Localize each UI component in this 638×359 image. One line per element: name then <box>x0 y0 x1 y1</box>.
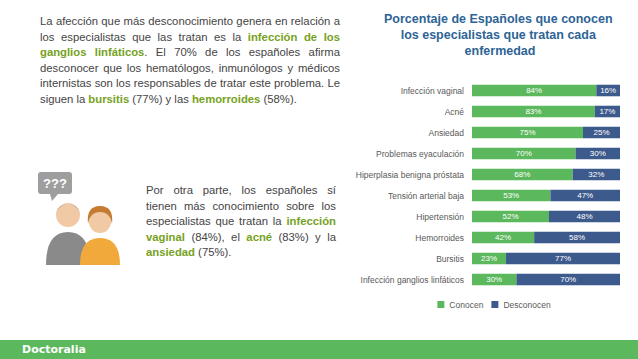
svg-text:70%: 70% <box>516 149 532 158</box>
svg-text:Bursitis: Bursitis <box>436 254 464 264</box>
svg-text:Infección ganglios linfáticos: Infección ganglios linfáticos <box>361 275 464 285</box>
svg-text:Hiperplasia benigna próstata: Hiperplasia benigna próstata <box>356 170 464 180</box>
svg-text:58%: 58% <box>569 233 585 242</box>
svg-text:84%: 84% <box>526 86 542 95</box>
svg-text:Infección vaginal: Infección vaginal <box>401 86 464 96</box>
svg-text:Ansiedad: Ansiedad <box>429 128 465 138</box>
svg-text:30%: 30% <box>486 275 502 284</box>
svg-text:Acné: Acné <box>445 107 465 117</box>
svg-text:23%: 23% <box>481 254 497 263</box>
svg-text:52%: 52% <box>502 212 518 221</box>
svg-text:16%: 16% <box>600 86 616 95</box>
svg-text:77%: 77% <box>555 254 571 263</box>
html-text:Doctoralia: Doctoralia <box>22 343 86 356</box>
html-text:ansiedad (75%).: ansiedad (75%). <box>146 246 232 258</box>
svg-text:Hemorroides: Hemorroides <box>415 233 464 243</box>
svg-text:???: ??? <box>43 176 67 191</box>
svg-text:68%: 68% <box>514 170 530 179</box>
svg-text:47%: 47% <box>577 191 593 200</box>
svg-text:Hipertensión: Hipertensión <box>416 212 464 222</box>
svg-text:Desconocen: Desconocen <box>503 300 551 310</box>
svg-text:Conocen: Conocen <box>449 300 483 310</box>
svg-text:25%: 25% <box>593 128 609 137</box>
svg-text:Problemas eyaculación: Problemas eyaculación <box>376 149 464 159</box>
svg-text:48%: 48% <box>576 212 592 221</box>
html-text:Por otra parte, los españoles: Por otra parte, los españoles sí tienen … <box>146 184 336 243</box>
svg-text:17%: 17% <box>599 107 615 116</box>
svg-text:75%: 75% <box>519 128 535 137</box>
svg-text:53%: 53% <box>503 191 519 200</box>
svg-text:70%: 70% <box>560 275 576 284</box>
svg-text:los especialistas que tratan c: los especialistas que tratan cada <box>401 28 600 42</box>
svg-text:83%: 83% <box>525 107 541 116</box>
svg-text:enfermedad: enfermedad <box>465 44 536 58</box>
svg-text:30%: 30% <box>590 149 606 158</box>
svg-text:Tensión arterial baja: Tensión arterial baja <box>388 191 464 201</box>
html-text:La afección que más desconocim: La afección que más desconocimiento gene… <box>40 15 340 105</box>
svg-text:Porcentaje de Españoles que co: Porcentaje de Españoles que conocen <box>384 12 616 26</box>
svg-text:42%: 42% <box>495 233 511 242</box>
svg-text:32%: 32% <box>588 170 604 179</box>
